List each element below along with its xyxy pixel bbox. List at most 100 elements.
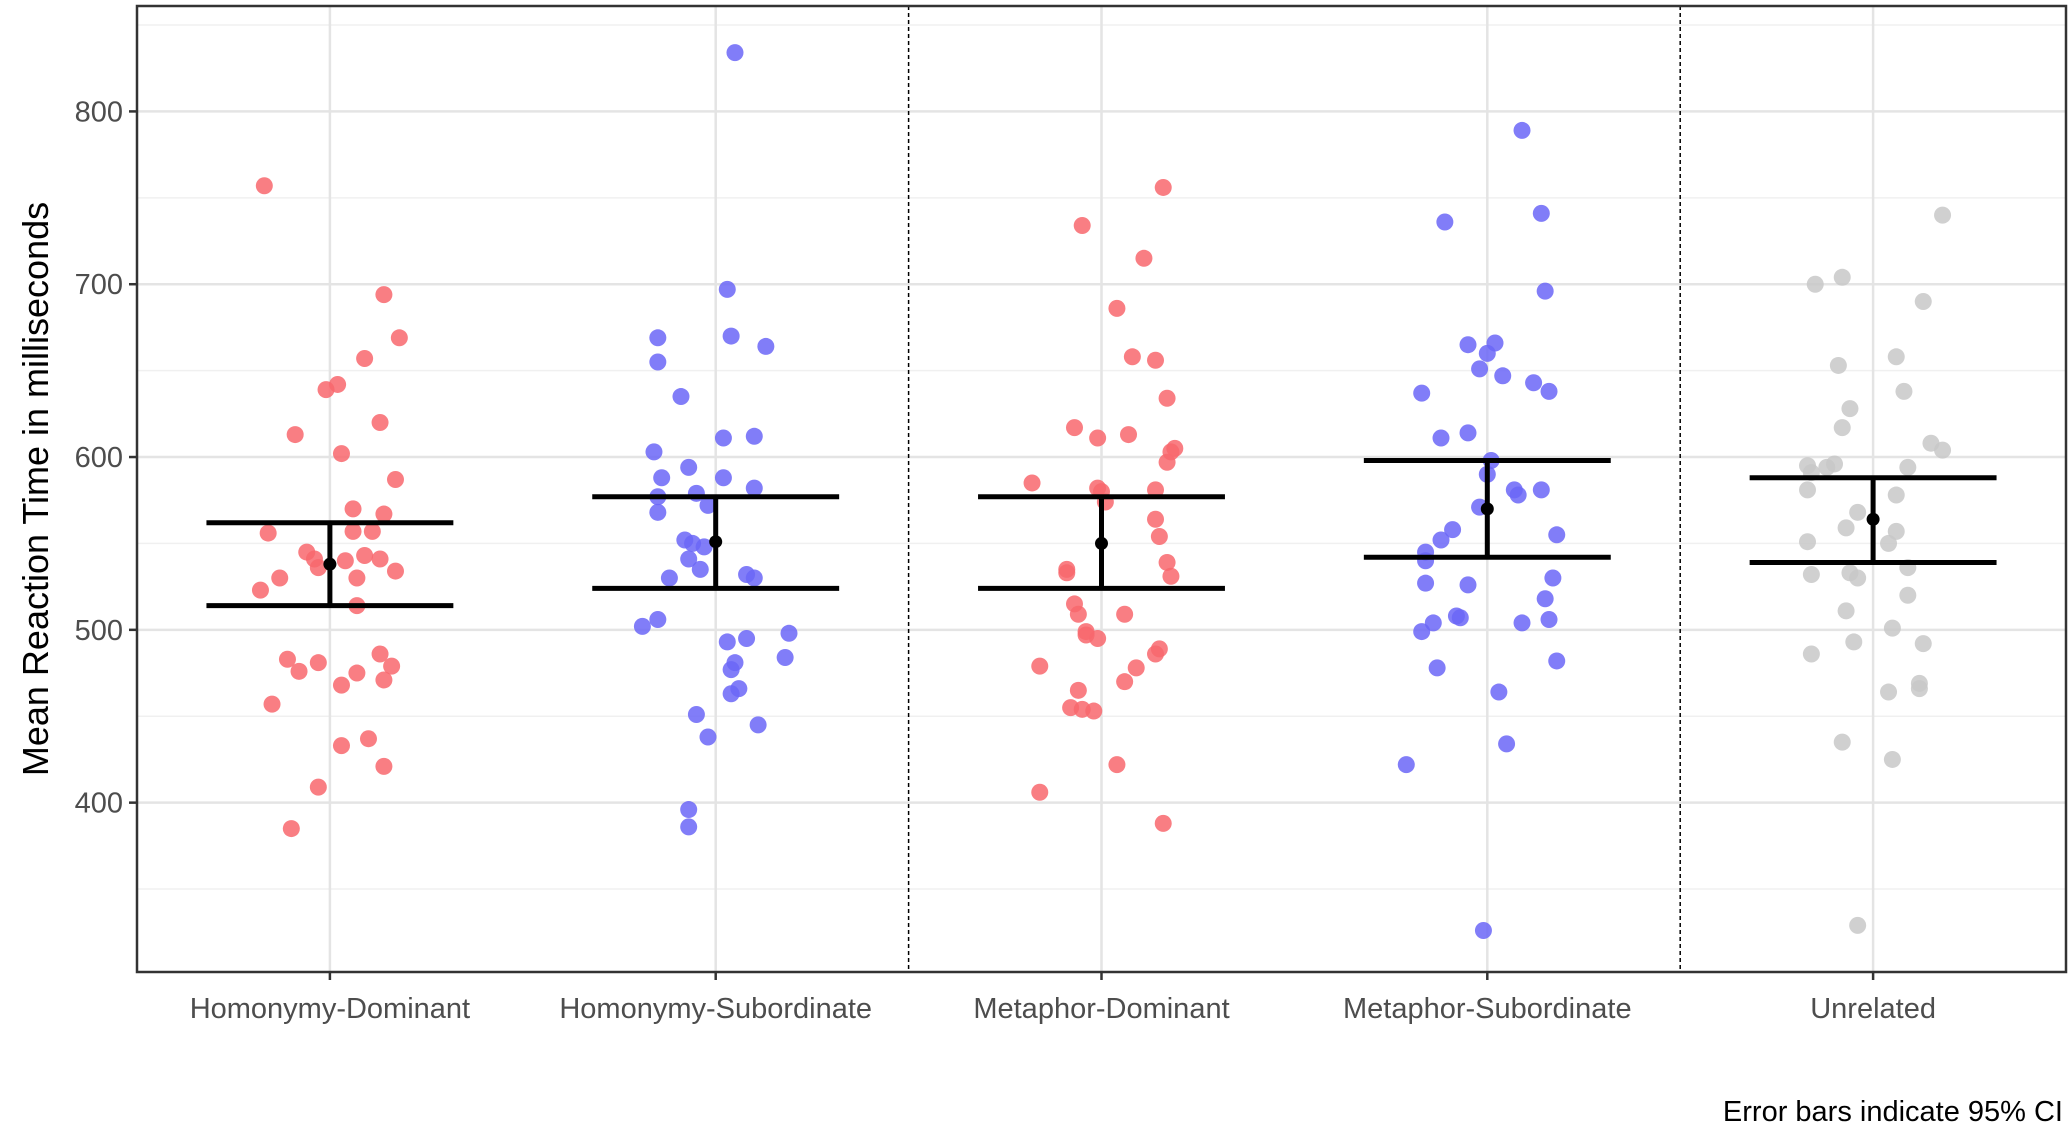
data-point — [263, 695, 281, 713]
data-point — [722, 685, 740, 703]
data-point — [386, 562, 404, 580]
data-point — [1474, 922, 1492, 940]
data-point — [386, 470, 404, 488]
data-point — [371, 413, 389, 431]
data-point — [1428, 659, 1446, 677]
mean-point — [1095, 536, 1108, 550]
data-point — [780, 624, 798, 642]
data-point — [363, 522, 381, 540]
data-point — [1135, 249, 1153, 267]
data-point — [653, 469, 671, 487]
data-point — [348, 664, 366, 682]
data-point — [1799, 533, 1817, 551]
data-point — [375, 286, 393, 304]
data-point — [1829, 356, 1847, 374]
data-point — [359, 730, 377, 748]
data-point — [278, 650, 296, 668]
data-point — [286, 426, 304, 444]
separator-layer — [907, 6, 1681, 972]
data-point — [375, 505, 393, 523]
data-point — [1880, 683, 1898, 701]
data-point — [1116, 605, 1134, 623]
data-point — [1532, 204, 1550, 222]
data-point — [691, 560, 709, 578]
data-point — [633, 617, 651, 635]
data-point — [1799, 481, 1817, 499]
data-point — [348, 569, 366, 587]
data-point — [1837, 519, 1855, 537]
x-tick-label: Metaphor-Subordinate — [1343, 993, 1632, 1025]
data-point — [271, 569, 289, 587]
data-point — [1471, 360, 1489, 378]
data-point — [745, 569, 763, 587]
x-tick-label: Metaphor-Dominant — [973, 993, 1229, 1025]
data-point — [1849, 916, 1867, 934]
data-point — [1065, 419, 1083, 437]
data-point — [1150, 528, 1168, 546]
data-point — [1432, 531, 1450, 549]
data-point — [1162, 567, 1180, 585]
data-point — [1544, 569, 1562, 587]
data-point — [1548, 652, 1566, 670]
data-point — [672, 388, 690, 406]
data-point — [1845, 633, 1863, 651]
data-point — [776, 648, 794, 666]
data-point — [383, 657, 401, 675]
data-point — [259, 524, 277, 542]
data-point — [1548, 526, 1566, 544]
data-point — [1031, 783, 1049, 801]
data-point — [1147, 645, 1165, 663]
data-point — [344, 522, 362, 540]
data-point — [1895, 382, 1913, 400]
data-point — [255, 177, 273, 195]
data-point — [332, 737, 350, 755]
data-point — [1089, 629, 1107, 647]
data-point — [1540, 382, 1558, 400]
data-point — [1397, 756, 1415, 774]
data-point — [1108, 299, 1126, 317]
y-axis-title: Mean Reaction Time in milliseconds — [15, 202, 56, 776]
data-point — [1513, 121, 1531, 139]
data-point — [1802, 645, 1820, 663]
data-point — [1509, 486, 1527, 504]
data-point — [1147, 351, 1165, 369]
mean-point — [709, 535, 723, 549]
data-point — [1432, 429, 1450, 447]
data-point — [309, 559, 327, 577]
y-tick-label: 500 — [75, 615, 123, 647]
data-point — [1085, 702, 1103, 720]
mean-point — [323, 557, 337, 571]
errorbar-layer — [206, 457, 1997, 609]
data-point — [722, 661, 740, 679]
data-point — [1883, 750, 1901, 768]
y-tick-label: 400 — [75, 788, 123, 820]
data-point — [745, 479, 763, 497]
data-point — [1849, 569, 1867, 587]
data-point — [1069, 681, 1087, 699]
data-point — [1444, 521, 1462, 539]
data-point — [1910, 680, 1928, 698]
data-point — [1459, 424, 1477, 442]
data-point — [1154, 814, 1172, 832]
data-point — [1073, 216, 1091, 234]
data-point — [309, 654, 327, 672]
data-point — [1490, 683, 1508, 701]
data-point — [1494, 367, 1512, 385]
data-point — [1934, 441, 1952, 459]
data-point — [1031, 657, 1049, 675]
data-point — [745, 427, 763, 445]
data-point — [356, 547, 374, 565]
data-point — [649, 610, 667, 628]
data-point — [1837, 602, 1855, 620]
data-point — [375, 757, 393, 775]
data-point — [1459, 336, 1477, 354]
data-point — [1802, 566, 1820, 584]
data-point — [1536, 590, 1554, 608]
data-point — [1158, 389, 1176, 407]
error-bar-caption: Error bars indicate 95% CI — [1723, 1096, 2063, 1128]
x-tick-label: Unrelated — [1810, 993, 1936, 1025]
data-point — [1914, 635, 1932, 653]
data-point — [680, 801, 698, 819]
data-point — [1934, 206, 1952, 224]
